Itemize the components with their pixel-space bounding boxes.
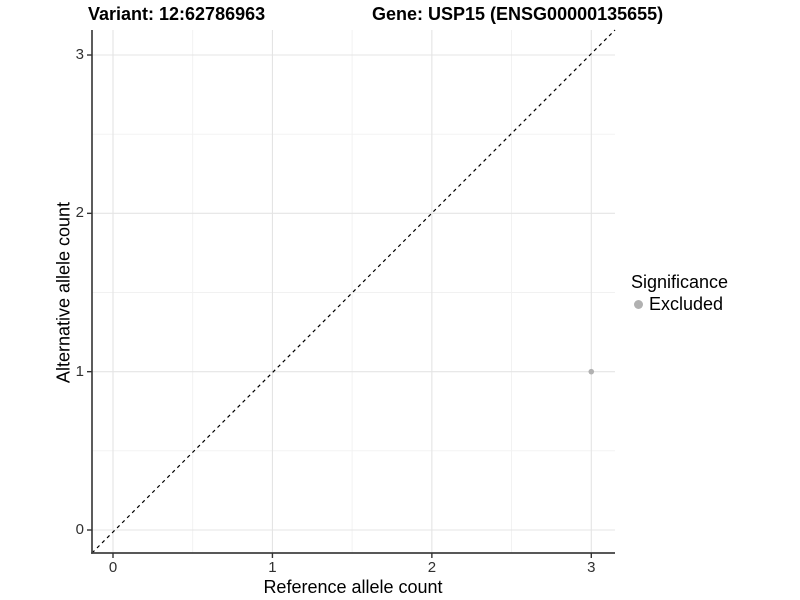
- x-tick-label: 0: [108, 559, 118, 576]
- y-tick-label: 2: [75, 204, 84, 222]
- legend-entry-label: Excluded: [649, 293, 724, 314]
- legend-entry-excluded: Excluded: [631, 294, 728, 314]
- y-tick-label: 0: [75, 521, 84, 538]
- identity-dashed-line: [91, 29, 616, 554]
- legend-title: Significance: [631, 272, 729, 292]
- legend-key-dot-icon: [634, 299, 643, 309]
- data-point: [588, 368, 595, 375]
- x-tick-label: 3: [587, 559, 596, 576]
- legend: Significance Excluded: [631, 272, 728, 314]
- gene-title: Gene: USP15 (ENSG00000135655): [372, 4, 664, 24]
- x-tick-label: 1: [268, 559, 277, 576]
- y-tick-label: 3: [75, 46, 84, 63]
- x-axis-title: Reference allele count: [263, 577, 443, 597]
- y-tick-label: 1: [75, 362, 84, 380]
- variant-title: Variant: 12:62786963: [88, 4, 266, 24]
- x-tick-label: 2: [427, 559, 437, 576]
